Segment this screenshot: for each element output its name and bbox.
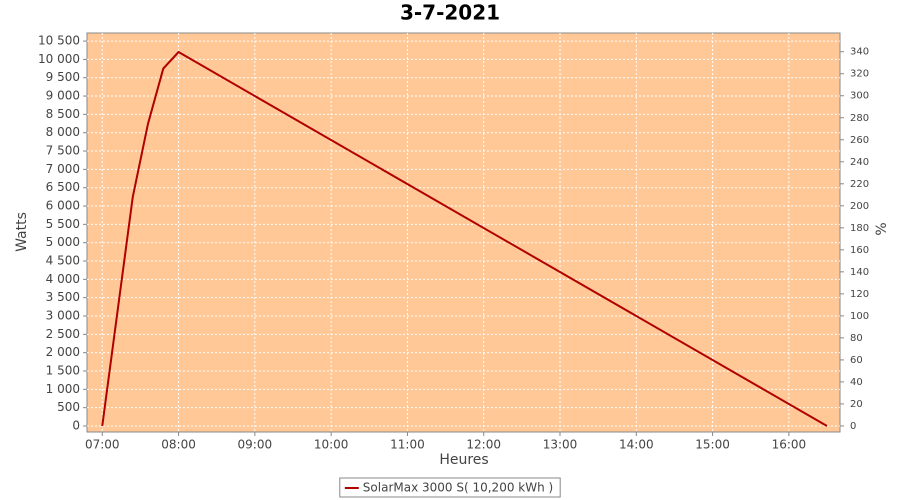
- legend: SolarMax 3000 S( 10,200 kWh ): [339, 477, 561, 498]
- y2-tick-label: 240: [850, 157, 869, 168]
- y2-tick-label: 220: [850, 179, 869, 190]
- y-axis-label: Watts: [14, 212, 30, 252]
- y2-tick-label: 0: [850, 421, 856, 432]
- chart-title: 3-7-2021: [400, 1, 500, 25]
- y2-tick-label: 260: [850, 135, 869, 146]
- y-tick-label: 9 000: [46, 89, 80, 103]
- y2-tick-label: 140: [850, 267, 869, 278]
- legend-box: [339, 477, 561, 498]
- x-tick-label: 09:00: [238, 438, 273, 452]
- y2-tick-label: 40: [850, 377, 863, 388]
- x-tick-label: 14:00: [619, 438, 654, 452]
- y-tick-label: 4 500: [46, 254, 80, 268]
- y2-tick-label: 20: [850, 399, 863, 410]
- y-tick-label: 1 000: [46, 382, 80, 396]
- y-tick-label: 2 000: [46, 345, 80, 359]
- x-tick-label: 12:00: [466, 438, 501, 452]
- x-tick-label: 07:00: [85, 438, 120, 452]
- y2-tick-label: 320: [850, 69, 869, 80]
- y-tick-label: 0: [72, 418, 80, 432]
- y-tick-label: 4 000: [46, 272, 80, 286]
- y-tick-label: 3 500: [46, 290, 80, 304]
- y2-tick-label: 160: [850, 245, 869, 256]
- y-tick-label: 7 000: [46, 162, 80, 176]
- y2-tick-label: 300: [850, 91, 869, 102]
- y2-tick-label: 340: [850, 47, 869, 58]
- y-tick-label: 6 500: [46, 180, 80, 194]
- y-tick-label: 8 000: [46, 125, 80, 139]
- y2-tick-label: 180: [850, 223, 869, 234]
- y2-tick-label: 120: [850, 289, 869, 300]
- y2-tick-label: 200: [850, 201, 869, 212]
- y-tick-label: 6 000: [46, 199, 80, 213]
- y-tick-label: 2 500: [46, 327, 80, 341]
- y-tick-label: 7 500: [46, 144, 80, 158]
- y-tick-label: 10 500: [38, 34, 80, 48]
- x-tick-label: 11:00: [390, 438, 425, 452]
- y-tick-label: 10 000: [38, 52, 80, 66]
- y-tick-label: 9 500: [46, 70, 80, 84]
- y-tick-label: 1 500: [46, 363, 80, 377]
- series-line: [101, 50, 828, 427]
- x-tick-label: 15:00: [695, 438, 730, 452]
- y-tick-label: 3 000: [46, 309, 80, 323]
- plot-area: [86, 32, 841, 433]
- y-tick-label: 8 500: [46, 107, 80, 121]
- x-tick-label: 13:00: [543, 438, 578, 452]
- x-axis-label: Heures: [439, 452, 488, 468]
- y-tick-label: 500: [57, 400, 80, 414]
- legend-label: SolarMax 3000 S( 10,200 kWh ): [363, 481, 553, 495]
- y-tick-label: 5 500: [46, 217, 80, 231]
- y2-tick-label: 280: [850, 113, 869, 124]
- x-tick-label: 10:00: [314, 438, 349, 452]
- y2-tick-label: 60: [850, 355, 863, 366]
- y2-tick-label: 80: [850, 333, 863, 344]
- y2-tick-label: 100: [850, 311, 869, 322]
- x-tick-label: 16:00: [772, 438, 807, 452]
- x-tick-label: 08:00: [161, 438, 196, 452]
- y2-axis-label: %: [874, 222, 890, 235]
- y-tick-label: 5 000: [46, 235, 80, 249]
